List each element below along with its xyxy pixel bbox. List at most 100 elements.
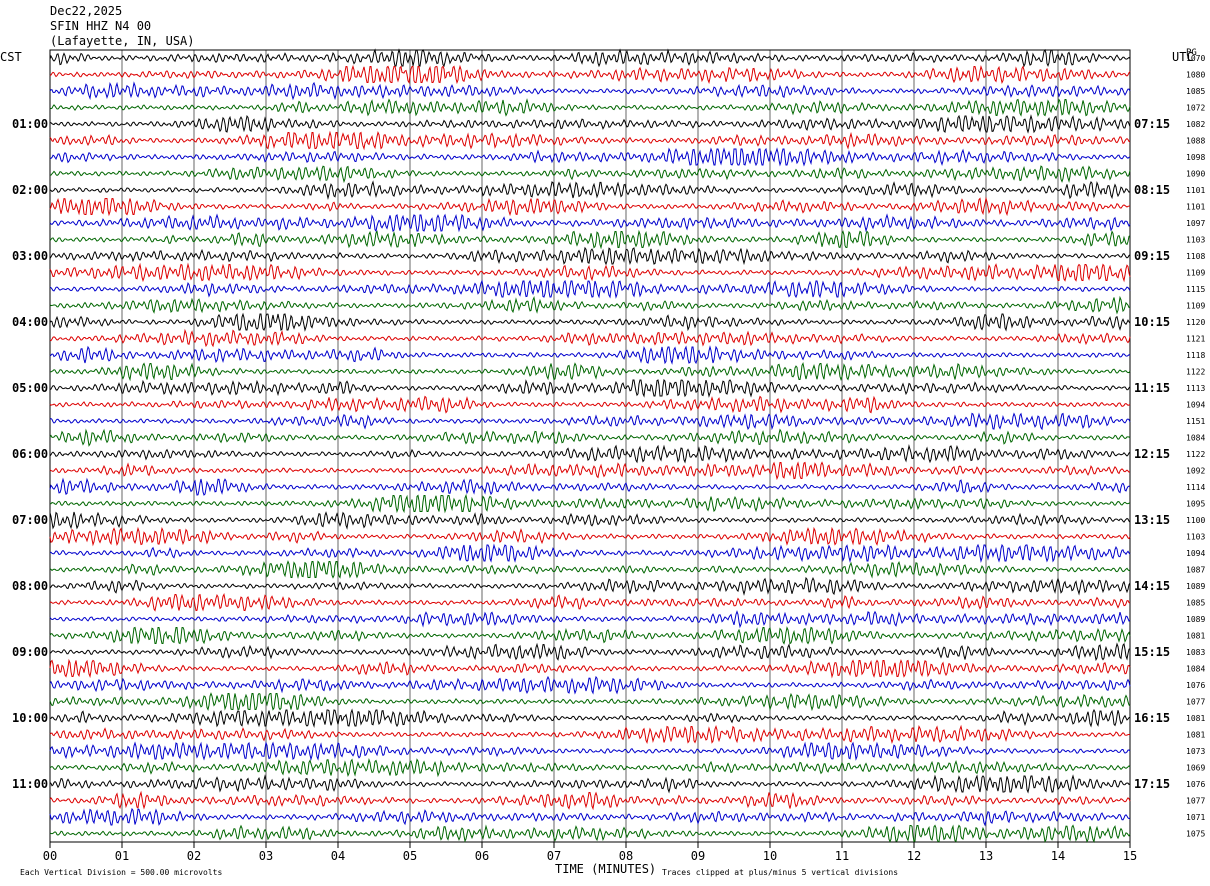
trace-row-9 — [49, 180, 1131, 200]
row-value-label: 1081 — [1186, 714, 1205, 723]
right-hour-label: 13:15 — [1134, 513, 1170, 527]
row-value-label: 1121 — [1186, 335, 1205, 344]
trace-row-16 — [49, 295, 1131, 315]
left-hour-label: 01:00 — [12, 117, 48, 131]
trace-row-41 — [49, 708, 1131, 728]
trace-row-23 — [49, 412, 1131, 431]
row-value-label: 1069 — [1186, 764, 1205, 773]
trace-row-47 — [49, 807, 1131, 827]
row-value-label: 1084 — [1186, 434, 1205, 443]
row-value-label: 1098 — [1186, 153, 1205, 162]
trace-row-5 — [49, 114, 1131, 134]
x-tick-label: 06 — [475, 849, 489, 863]
right-hour-label: 09:15 — [1134, 249, 1170, 263]
left-timezone-label: CST — [0, 50, 22, 64]
trace-row-44 — [49, 758, 1131, 778]
station-code: SFIN HHZ N4 00 — [50, 19, 152, 33]
row-value-label: 1088 — [1186, 137, 1205, 146]
row-value-label: 1101 — [1186, 186, 1205, 195]
trace-row-27 — [49, 477, 1131, 496]
trace-row-21 — [49, 378, 1131, 398]
row-value-label: 1101 — [1186, 203, 1205, 212]
trace-row-43 — [49, 741, 1131, 761]
row-value-label: 1114 — [1186, 483, 1205, 492]
trace-row-34 — [49, 593, 1131, 612]
left-hour-label: 09:00 — [12, 645, 48, 659]
trace-row-42 — [49, 724, 1131, 745]
trace-row-46 — [49, 790, 1131, 811]
row-value-label: 1089 — [1186, 615, 1205, 624]
trace-row-8 — [49, 165, 1131, 184]
row-value-label: 1076 — [1186, 780, 1205, 789]
row-value-label: 1072 — [1186, 104, 1205, 113]
row-value-label: 1092 — [1186, 467, 1205, 476]
left-hour-label: 07:00 — [12, 513, 48, 527]
row-value-label: 1071 — [1186, 813, 1205, 822]
x-tick-label: 12 — [907, 849, 921, 863]
right-hour-label: 08:15 — [1134, 183, 1170, 197]
row-value-label: 1081 — [1186, 731, 1205, 740]
trace-row-12 — [49, 229, 1131, 250]
row-value-label: 1076 — [1186, 681, 1205, 690]
trace-row-7 — [49, 147, 1131, 167]
trace-row-26 — [49, 461, 1131, 481]
row-value-label: 1084 — [1186, 665, 1205, 674]
row-value-label: 1097 — [1186, 219, 1205, 228]
left-hour-label: 06:00 — [12, 447, 48, 461]
x-axis-title: TIME (MINUTES) — [555, 862, 657, 876]
row-value-label: 1109 — [1186, 302, 1205, 311]
row-value-label: 1118 — [1186, 351, 1205, 360]
trace-row-30 — [49, 526, 1131, 547]
trace-row-22 — [49, 395, 1131, 414]
right-hour-label: 11:15 — [1134, 381, 1170, 395]
plot-date: Dec22,2025 — [50, 4, 123, 18]
x-tick-label: 00 — [43, 849, 57, 863]
trace-row-15 — [49, 279, 1131, 299]
row-value-label: 1103 — [1186, 236, 1205, 245]
x-tick-label: 03 — [259, 849, 273, 863]
trace-row-17 — [49, 312, 1131, 332]
row-value-label: 1090 — [1186, 170, 1205, 179]
row-value-label: 1122 — [1186, 368, 1205, 377]
trace-row-19 — [49, 345, 1131, 365]
left-hour-label: 04:00 — [12, 315, 48, 329]
row-value-label: 1094 — [1186, 401, 1205, 410]
row-value-label: 1094 — [1186, 549, 1205, 558]
right-timezone-label: UTC — [1172, 50, 1194, 64]
x-tick-label: 05 — [403, 849, 417, 863]
left-hour-label: 08:00 — [12, 579, 48, 593]
trace-row-32 — [49, 560, 1131, 579]
trace-row-39 — [49, 675, 1131, 695]
right-hour-label: 15:15 — [1134, 645, 1170, 659]
right-column-label: PG — [1186, 48, 1197, 58]
row-value-label: 1070 — [1186, 54, 1205, 63]
trace-row-20 — [49, 362, 1131, 382]
row-value-label: 1082 — [1186, 120, 1205, 129]
row-value-label: 1077 — [1186, 797, 1205, 806]
trace-row-3 — [49, 81, 1131, 101]
row-value-label: 1103 — [1186, 533, 1205, 542]
row-value-label: 1109 — [1186, 269, 1205, 278]
trace-row-14 — [49, 262, 1131, 283]
right-hour-label: 12:15 — [1134, 447, 1170, 461]
row-value-label: 1087 — [1186, 566, 1205, 575]
x-tick-label: 13 — [979, 849, 993, 863]
x-tick-label: 07 — [547, 849, 561, 863]
row-value-label: 1100 — [1186, 516, 1205, 525]
row-value-label: 1080 — [1186, 71, 1205, 80]
right-hour-label: 16:15 — [1134, 711, 1170, 725]
trace-row-33 — [49, 576, 1131, 596]
x-tick-label: 04 — [331, 849, 345, 863]
trace-row-10 — [49, 196, 1131, 217]
trace-row-4 — [49, 98, 1131, 118]
scale-note: Each Vertical Division = 500.00 microvol… — [20, 868, 223, 877]
trace-row-36 — [49, 626, 1131, 645]
trace-row-28 — [49, 493, 1131, 514]
row-value-label: 1120 — [1186, 318, 1205, 327]
x-tick-label: 08 — [619, 849, 633, 863]
trace-row-29 — [49, 511, 1131, 530]
left-hour-label: 11:00 — [12, 777, 48, 791]
trace-row-38 — [49, 658, 1131, 679]
row-value-label: 1077 — [1186, 698, 1205, 707]
